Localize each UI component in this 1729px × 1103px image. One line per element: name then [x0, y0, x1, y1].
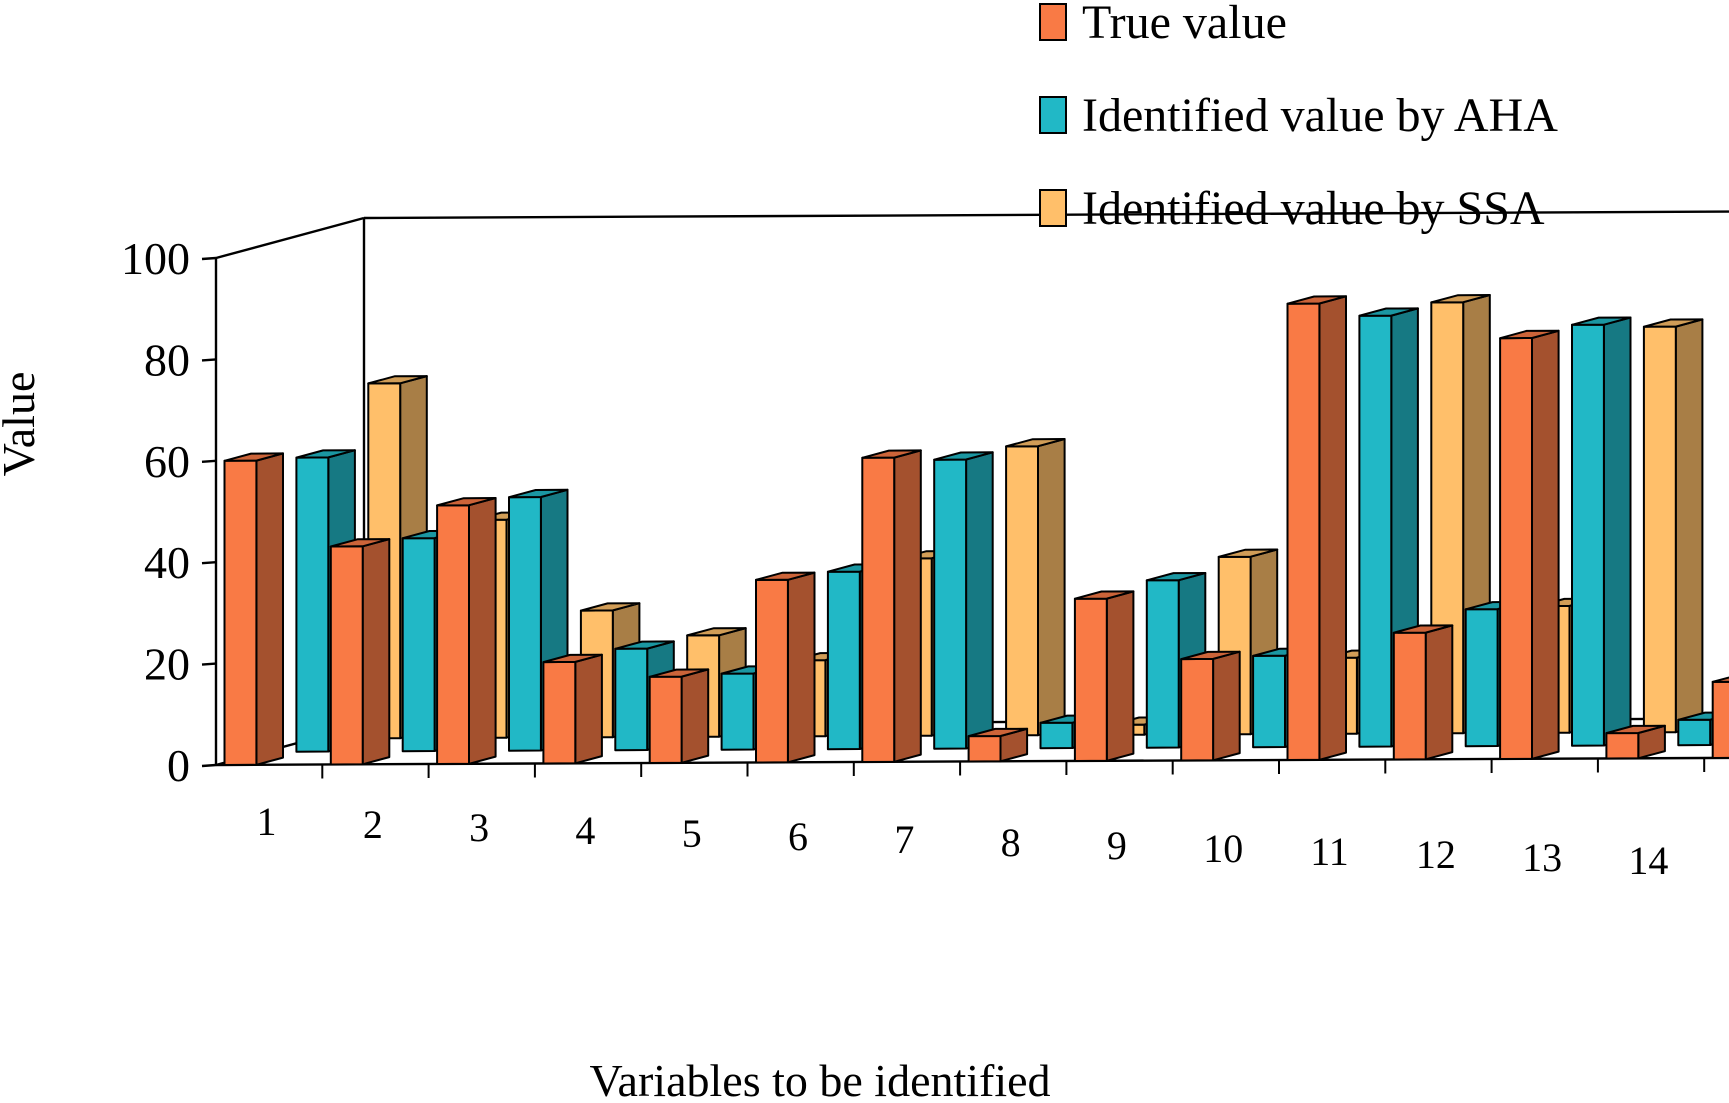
y-tick — [201, 459, 217, 463]
bar-aha — [933, 451, 994, 750]
x-tick-label: 5 — [682, 811, 702, 856]
x-tick-label: 9 — [1107, 823, 1127, 868]
left-top-edge — [215, 216, 365, 260]
y-tick-label: 60 — [144, 436, 190, 487]
x-tick-label: 10 — [1203, 826, 1243, 871]
y-axis-title: Value — [0, 372, 44, 477]
y-tick-label: 100 — [121, 233, 190, 284]
legend-swatch — [1039, 3, 1067, 41]
back-top-edge — [363, 210, 1729, 220]
legend-label: Identified value by AHA — [1082, 89, 1558, 142]
floor-front-edge — [215, 756, 1729, 767]
legend-item: Identified value by SSA — [1039, 182, 1545, 235]
legend-swatch — [1039, 96, 1067, 134]
y-tick — [201, 763, 217, 768]
x-tick-label: 6 — [788, 814, 808, 859]
y-tick-label: 0 — [167, 740, 190, 791]
x-tick-label: 1 — [257, 799, 277, 844]
bar-true-value — [223, 452, 284, 766]
y-ticks: 0 20 40 60 80 100 — [121, 233, 1706, 791]
bar-true-value — [1711, 676, 1729, 759]
bar-true-value — [1180, 650, 1241, 762]
bar-true-value — [755, 571, 816, 764]
legend: True value Identified value by AHA Ident… — [1039, 0, 1558, 235]
bar-true-value — [861, 449, 922, 763]
y-tick-label: 20 — [144, 639, 190, 690]
bar-true-value — [648, 668, 710, 764]
bar-true-value — [967, 727, 1029, 763]
x-tick-label: 3 — [469, 805, 489, 850]
bar-true-value — [1073, 590, 1135, 762]
x-tick-label: 11 — [1310, 829, 1349, 874]
bar-true-value — [329, 538, 391, 766]
x-tick-labels: 123456789101112131415 — [257, 799, 1669, 883]
y-tick — [201, 358, 217, 362]
x-tick-label: 8 — [1001, 820, 1021, 865]
bar-true-value — [436, 497, 497, 765]
legend-item: Identified value by AHA — [1039, 89, 1558, 142]
bar-ssa — [1642, 318, 1704, 734]
y-tick-label: 80 — [144, 334, 190, 385]
x-tick-label: 4 — [575, 808, 595, 853]
x-tick-label: 13 — [1522, 835, 1562, 880]
legend-label: Identified value by SSA — [1082, 182, 1545, 235]
bar-ssa — [1005, 438, 1066, 737]
bar-true-value — [1392, 624, 1454, 761]
bar-true-value — [1605, 724, 1666, 760]
x-tick-label: 2 — [363, 802, 383, 847]
legend-label: True value — [1082, 0, 1287, 49]
y-tick — [201, 561, 217, 565]
y-tick — [201, 256, 217, 261]
x-tick-label: 14 — [1628, 838, 1668, 883]
x-tick-label: 7 — [894, 817, 914, 862]
x-tick-label: 12 — [1416, 832, 1456, 877]
bars — [223, 294, 1729, 766]
bar-true-value — [1286, 295, 1347, 761]
bar-true-value — [542, 653, 603, 765]
bar-true-value — [1499, 329, 1560, 760]
bar-aha — [1571, 316, 1632, 747]
legend-swatch — [1039, 189, 1067, 227]
x-axis-title: Variables to be identified — [589, 1055, 1050, 1103]
legend-item: True value — [1039, 0, 1287, 49]
y-tick-label: 40 — [144, 537, 190, 588]
y-tick — [201, 662, 217, 666]
